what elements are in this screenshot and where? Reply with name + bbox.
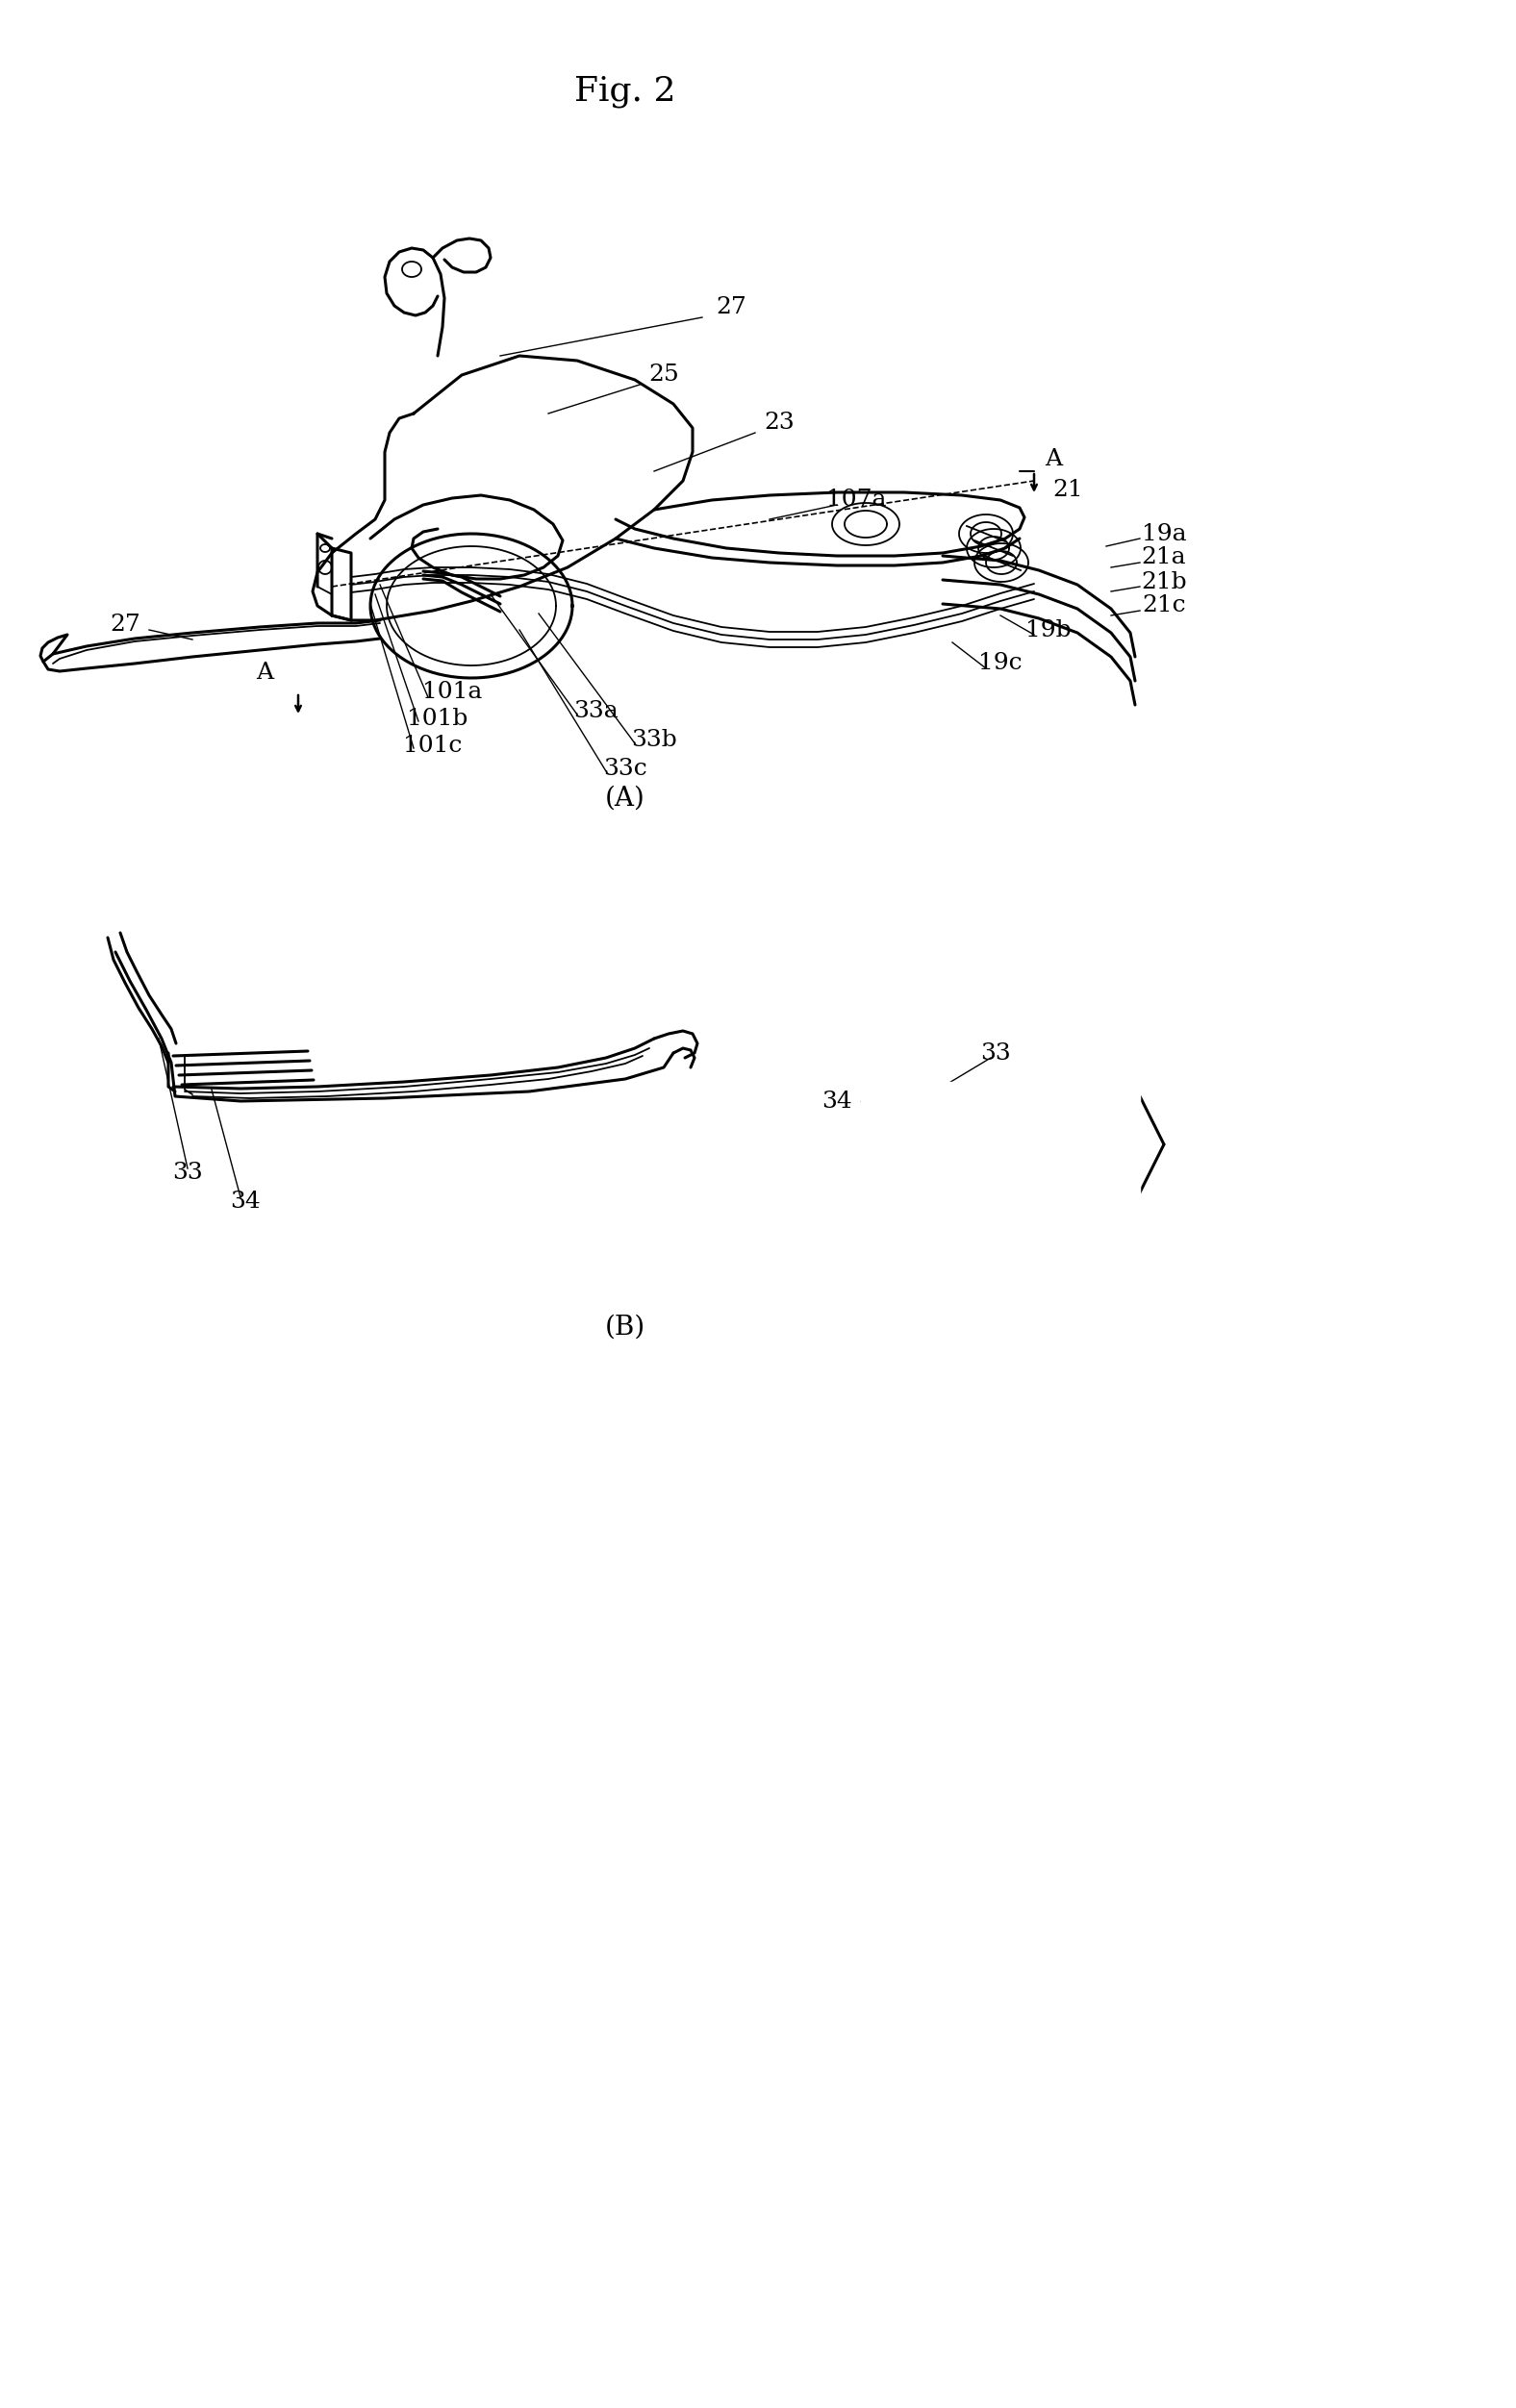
Text: 27: 27 <box>716 296 746 318</box>
Text: 21a: 21a <box>1142 547 1187 568</box>
Text: 21: 21 <box>1052 479 1082 501</box>
Text: 19a: 19a <box>1142 523 1187 544</box>
Text: 33c: 33c <box>603 759 647 780</box>
Text: 21b: 21b <box>1142 571 1187 592</box>
Text: 107a: 107a <box>826 489 887 510</box>
Text: 33b: 33b <box>631 730 678 751</box>
Polygon shape <box>861 1081 1140 1206</box>
Text: 33: 33 <box>173 1163 203 1185</box>
Text: Fig. 2: Fig. 2 <box>575 75 676 108</box>
Text: 21c: 21c <box>1142 595 1186 616</box>
Text: 33: 33 <box>981 1043 1011 1064</box>
Text: 25: 25 <box>649 364 679 385</box>
Text: 34: 34 <box>822 1091 852 1112</box>
Text: 33a: 33a <box>575 701 619 722</box>
Text: A: A <box>1045 448 1063 470</box>
Text: 34: 34 <box>230 1192 261 1214</box>
Text: 101a: 101a <box>421 681 482 703</box>
Text: 19b: 19b <box>1026 619 1072 641</box>
Polygon shape <box>866 1086 1135 1202</box>
Text: A: A <box>256 662 273 684</box>
Text: 23: 23 <box>764 412 794 433</box>
Text: (B): (B) <box>605 1315 646 1341</box>
Text: 19c: 19c <box>978 653 1022 674</box>
Text: (A): (A) <box>605 785 646 811</box>
Text: 101b: 101b <box>408 708 468 730</box>
Text: 27: 27 <box>109 614 141 636</box>
Text: 101c: 101c <box>403 734 462 756</box>
